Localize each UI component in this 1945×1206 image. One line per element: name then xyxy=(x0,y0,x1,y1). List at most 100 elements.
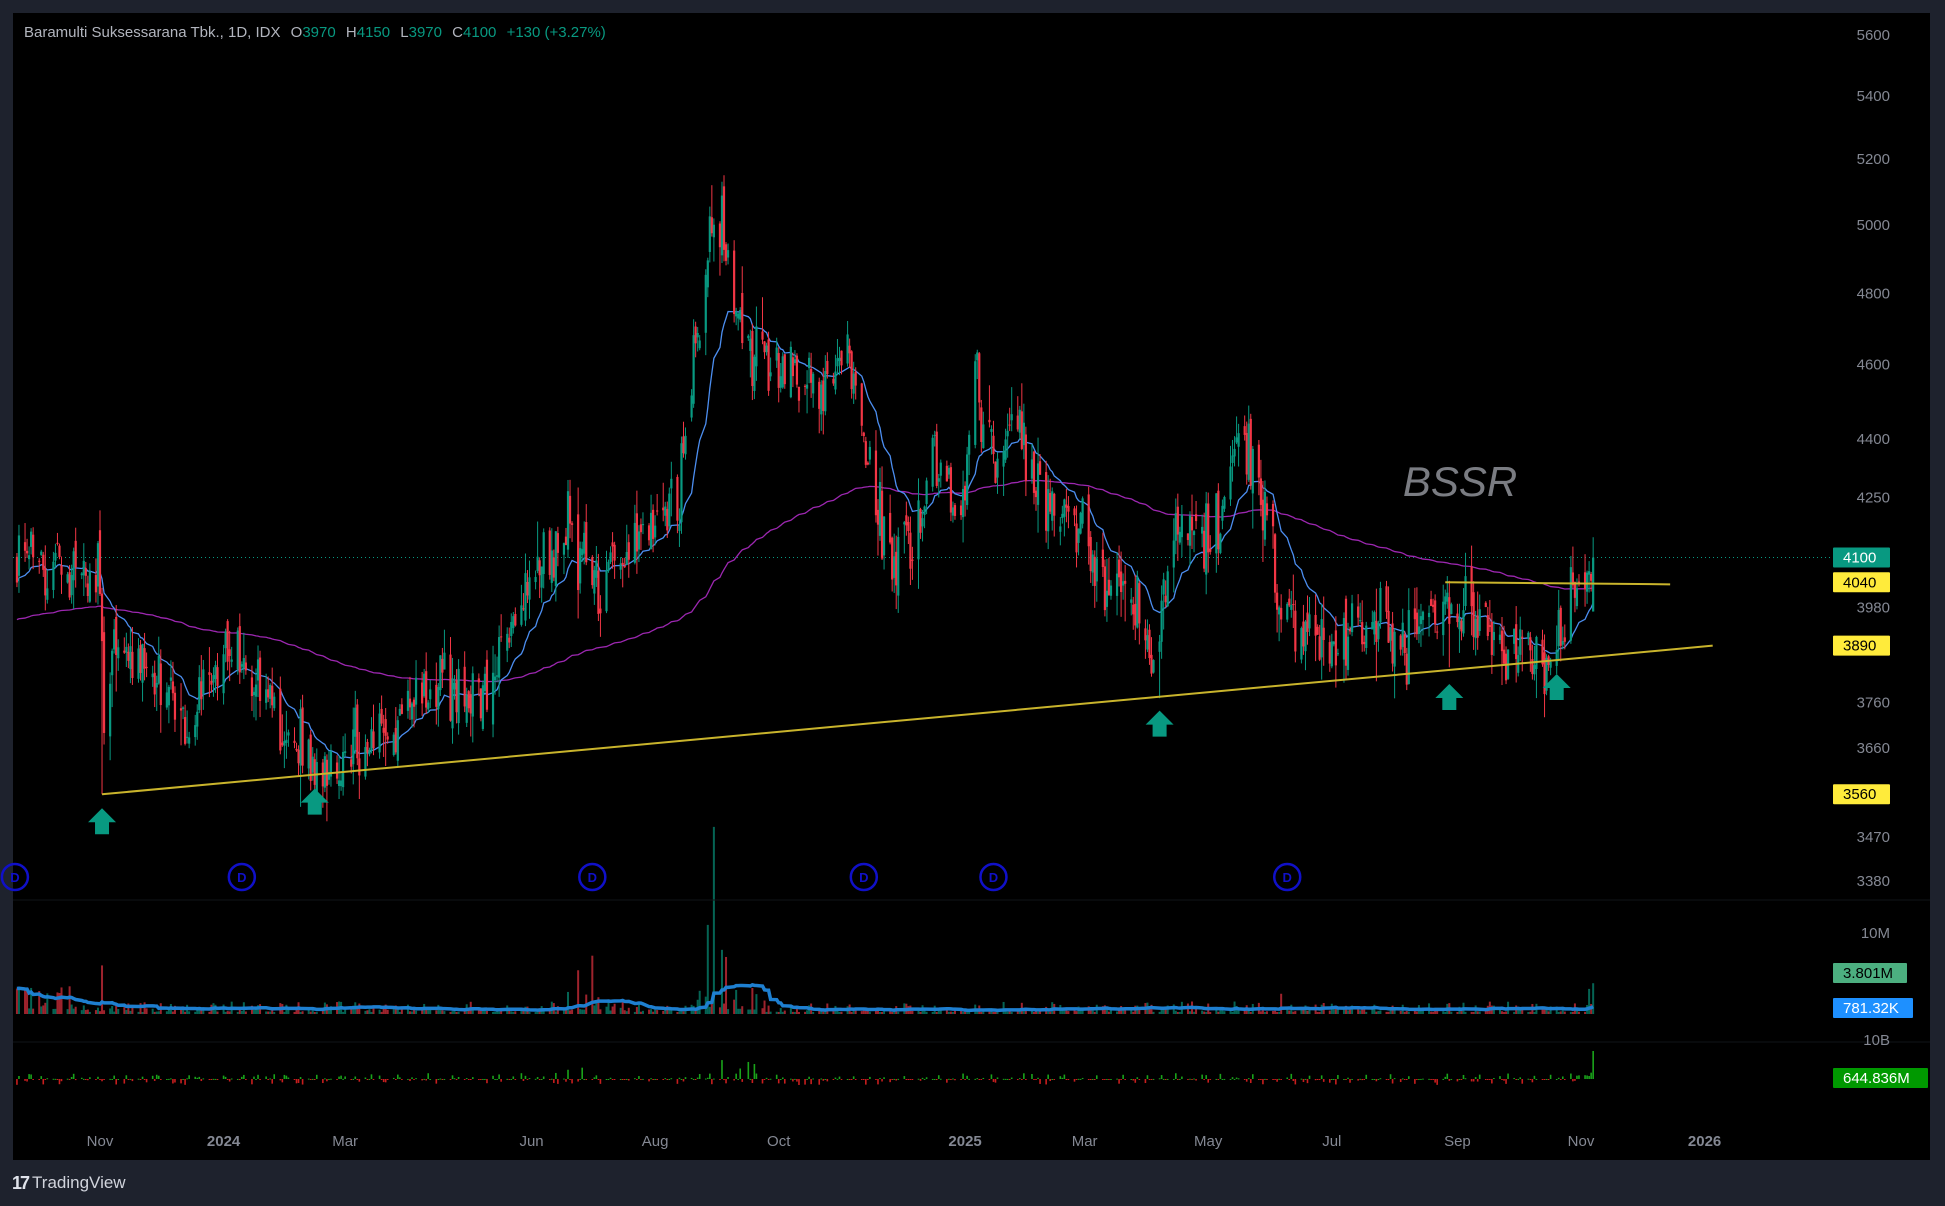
flow-bar xyxy=(1033,1079,1035,1080)
candle xyxy=(1174,498,1177,555)
flow-bar xyxy=(368,1078,371,1080)
candle-body xyxy=(198,677,201,711)
candle-body xyxy=(72,551,75,581)
candle-body xyxy=(1109,585,1113,596)
chart-area[interactable] xyxy=(13,13,1930,1160)
candle-body xyxy=(1124,580,1127,584)
candle-body xyxy=(625,552,628,565)
flow-bar xyxy=(236,1078,239,1080)
candle xyxy=(542,528,545,589)
candle xyxy=(1261,480,1265,562)
candle xyxy=(1563,624,1566,650)
candle-body xyxy=(1178,531,1181,543)
volume-bar xyxy=(72,1008,75,1014)
ema-200-line xyxy=(16,479,1594,683)
flow-bar xyxy=(1458,1078,1461,1080)
volume-bar xyxy=(1160,1008,1163,1014)
candle xyxy=(1130,587,1133,616)
volume-bar xyxy=(1195,1007,1198,1014)
candle-body xyxy=(897,536,900,596)
flow-bar xyxy=(174,1079,176,1083)
candle xyxy=(1300,626,1303,664)
dividend-marker[interactable]: D xyxy=(227,862,257,892)
candle-body xyxy=(117,647,120,659)
candle xyxy=(479,688,482,722)
volume-bar xyxy=(931,1011,934,1014)
flow-bar xyxy=(293,1079,296,1080)
candle xyxy=(1164,580,1167,608)
badge-background xyxy=(1833,1068,1928,1088)
candle xyxy=(455,669,458,724)
candle xyxy=(1588,561,1591,593)
candle xyxy=(712,218,715,262)
flow-bar xyxy=(891,1079,893,1080)
candle xyxy=(789,341,792,399)
volume-bar xyxy=(129,1010,132,1014)
volume-bar xyxy=(777,1011,780,1014)
flow-bar xyxy=(109,1078,111,1080)
candle xyxy=(1513,628,1516,654)
candle xyxy=(670,461,673,517)
candle-body xyxy=(564,536,568,545)
volume-bar xyxy=(1259,1011,1262,1014)
flow-bar xyxy=(127,1079,130,1080)
candle xyxy=(1590,571,1593,592)
candle-body xyxy=(398,708,401,716)
candle-body xyxy=(327,772,331,780)
candle xyxy=(570,521,574,542)
flow-bar xyxy=(668,1078,671,1080)
candle xyxy=(366,738,369,767)
candle xyxy=(763,341,766,360)
candle xyxy=(1223,495,1226,512)
flow-bar xyxy=(46,1078,49,1080)
candle-body xyxy=(1448,597,1451,624)
candle-body xyxy=(812,373,815,394)
volume-bar xyxy=(514,1011,517,1014)
volume-bar xyxy=(342,1011,345,1014)
dividend-marker[interactable]: D xyxy=(979,862,1008,892)
flow-bar xyxy=(1106,1079,1108,1080)
candle xyxy=(1221,499,1224,530)
flow-bar xyxy=(664,1078,667,1080)
volume-bar xyxy=(208,1011,211,1014)
candle xyxy=(749,329,752,378)
flow-bar xyxy=(1403,1079,1406,1080)
candle-body xyxy=(1089,537,1092,572)
volume-bar xyxy=(153,1011,156,1014)
dividend-marker[interactable]: D xyxy=(0,862,30,892)
flow-bar xyxy=(948,1078,950,1080)
flow-bar xyxy=(68,1079,71,1080)
flow-bar xyxy=(401,1079,403,1080)
candle-body xyxy=(54,552,57,561)
flow-bar xyxy=(1205,1075,1207,1079)
candle xyxy=(477,673,480,697)
candle xyxy=(862,431,865,443)
dividend-marker[interactable]: D xyxy=(1272,862,1302,892)
dividend-marker[interactable]: D xyxy=(578,862,607,892)
candle xyxy=(767,331,770,396)
dividend-marker[interactable]: D xyxy=(849,862,879,892)
flow-bar xyxy=(540,1078,543,1080)
candle-body xyxy=(307,739,310,769)
candle-body xyxy=(216,667,219,686)
volume-bar xyxy=(1377,1010,1380,1014)
candle-body xyxy=(25,550,29,554)
volume-bar xyxy=(1316,1011,1319,1014)
candle xyxy=(510,613,513,648)
candle-body xyxy=(514,613,517,626)
flow-bar xyxy=(137,1078,140,1080)
flow-bar xyxy=(344,1076,346,1079)
candle-body xyxy=(1030,459,1034,479)
candle xyxy=(836,338,839,376)
volume-bar xyxy=(182,1007,185,1014)
volume-bar xyxy=(15,988,18,1014)
flow-bar xyxy=(1138,1079,1141,1080)
candle xyxy=(1024,426,1027,497)
candle xyxy=(483,666,487,694)
candle xyxy=(1237,423,1240,467)
volume-bar xyxy=(238,1008,241,1014)
tradingview-footer[interactable]: 17 TradingView xyxy=(12,1172,126,1194)
candle-body xyxy=(1300,628,1303,660)
candle xyxy=(1442,584,1445,656)
candle-body xyxy=(1531,659,1534,674)
